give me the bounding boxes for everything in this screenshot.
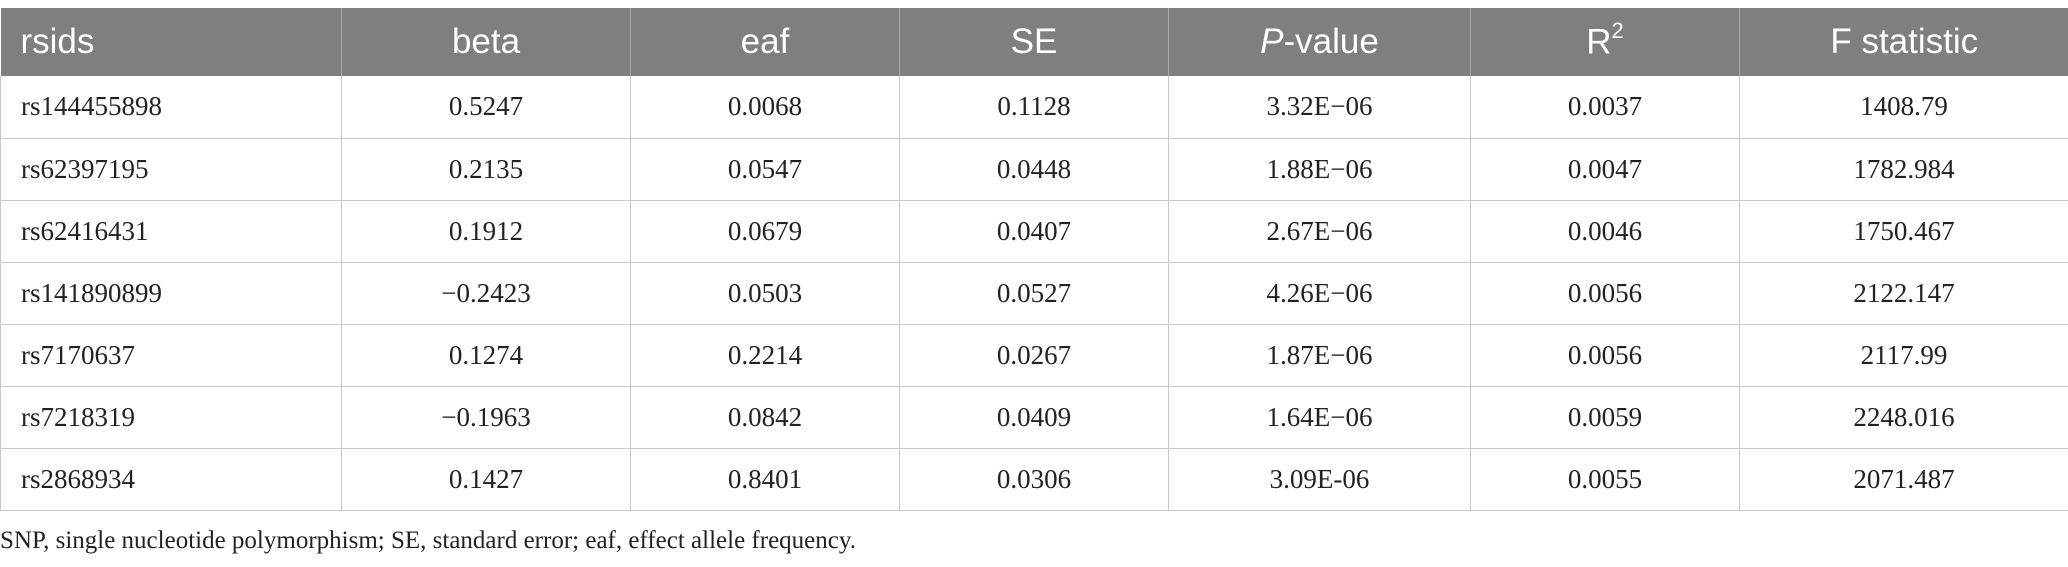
cell-eaf: 0.0068 (630, 76, 900, 139)
cell-rsid: rs7170637 (0, 324, 342, 387)
cell-f-statistic: 1782.984 (1739, 138, 2068, 201)
header-r-squared: R2 (1470, 8, 1740, 76)
cell-p-value: 2.67E−06 (1168, 200, 1471, 263)
cell-se: 0.0306 (899, 448, 1169, 511)
cell-rsid: rs7218319 (0, 386, 342, 449)
cell-r-squared: 0.0037 (1470, 76, 1740, 139)
table-row: rs62416431 0.1912 0.0679 0.0407 2.67E−06… (0, 200, 2068, 263)
cell-rsid: rs144455898 (0, 76, 342, 139)
header-f-statistic-label: F statistic (1830, 22, 1979, 61)
cell-r-squared: 0.0046 (1470, 200, 1740, 263)
cell-f-statistic: 1750.467 (1739, 200, 2068, 263)
cell-beta: 0.5247 (341, 76, 631, 139)
cell-p-value: 1.87E−06 (1168, 324, 1471, 387)
cell-rsid: rs2868934 (0, 448, 342, 511)
header-beta-label: beta (451, 22, 521, 61)
cell-se: 0.0448 (899, 138, 1169, 201)
cell-beta: 0.2135 (341, 138, 631, 201)
table-row: rs7170637 0.1274 0.2214 0.0267 1.87E−06 … (0, 324, 2068, 387)
cell-beta: 0.1427 (341, 448, 631, 511)
cell-f-statistic: 2122.147 (1739, 262, 2068, 325)
cell-eaf: 0.2214 (630, 324, 900, 387)
cell-f-statistic: 1408.79 (1739, 76, 2068, 139)
cell-r-squared: 0.0047 (1470, 138, 1740, 201)
header-p-italic: P (1260, 22, 1284, 61)
cell-f-statistic: 2117.99 (1739, 324, 2068, 387)
cell-rsid: rs141890899 (0, 262, 342, 325)
cell-eaf: 0.0503 (630, 262, 900, 325)
cell-se: 0.0267 (899, 324, 1169, 387)
header-eaf: eaf (630, 8, 900, 76)
cell-r-squared: 0.0056 (1470, 262, 1740, 325)
header-beta: beta (341, 8, 631, 76)
table-header: rsids beta eaf SE P-value R2 F statistic (0, 8, 2068, 76)
cell-p-value: 4.26E−06 (1168, 262, 1471, 325)
cell-se: 0.1128 (899, 76, 1169, 139)
header-rsids: rsids (1, 8, 342, 76)
header-p-value-label: -value (1283, 22, 1379, 61)
cell-eaf: 0.0547 (630, 138, 900, 201)
cell-eaf: 0.8401 (630, 448, 900, 511)
cell-r-squared: 0.0055 (1470, 448, 1740, 511)
header-f-statistic: F statistic (1739, 8, 2068, 76)
header-se: SE (899, 8, 1169, 76)
cell-eaf: 0.0679 (630, 200, 900, 263)
cell-r-squared: 0.0059 (1470, 386, 1740, 449)
data-table-container: rsids beta eaf SE P-value R2 F statistic… (0, 8, 2068, 511)
table-row: rs7218319 −0.1963 0.0842 0.0409 1.64E−06… (0, 386, 2068, 449)
cell-r-squared: 0.0056 (1470, 324, 1740, 387)
cell-p-value: 1.88E−06 (1168, 138, 1471, 201)
table-row: rs62397195 0.2135 0.0547 0.0448 1.88E−06… (0, 138, 2068, 201)
cell-beta: 0.1912 (341, 200, 631, 263)
cell-rsid: rs62416431 (0, 200, 342, 263)
header-r-label: R (1586, 22, 1612, 62)
cell-se: 0.0409 (899, 386, 1169, 449)
cell-p-value: 3.32E−06 (1168, 76, 1471, 139)
cell-eaf: 0.0842 (630, 386, 900, 449)
cell-rsid: rs62397195 (0, 138, 342, 201)
cell-beta: −0.1963 (341, 386, 631, 449)
table-body: rs144455898 0.5247 0.0068 0.1128 3.32E−0… (0, 76, 2068, 511)
header-r-superscript: 2 (1611, 18, 1624, 44)
cell-p-value: 3.09E-06 (1168, 448, 1471, 511)
header-eaf-label: eaf (740, 22, 790, 61)
cell-se: 0.0407 (899, 200, 1169, 263)
header-rsids-label: rsids (20, 22, 95, 61)
snp-table: rsids beta eaf SE P-value R2 F statistic… (0, 8, 2068, 511)
table-row: rs2868934 0.1427 0.8401 0.0306 3.09E-06 … (0, 448, 2068, 511)
cell-f-statistic: 2248.016 (1739, 386, 2068, 449)
header-se-label: SE (1010, 22, 1058, 61)
header-row: rsids beta eaf SE P-value R2 F statistic (0, 8, 2068, 76)
header-p-value: P-value (1168, 8, 1471, 76)
cell-p-value: 1.64E−06 (1168, 386, 1471, 449)
table-row: rs141890899 −0.2423 0.0503 0.0527 4.26E−… (0, 262, 2068, 325)
cell-f-statistic: 2071.487 (1739, 448, 2068, 511)
cell-se: 0.0527 (899, 262, 1169, 325)
table-footnote: SNP, single nucleotide polymorphism; SE,… (0, 527, 856, 554)
cell-beta: 0.1274 (341, 324, 631, 387)
table-row: rs144455898 0.5247 0.0068 0.1128 3.32E−0… (0, 76, 2068, 139)
cell-beta: −0.2423 (341, 262, 631, 325)
